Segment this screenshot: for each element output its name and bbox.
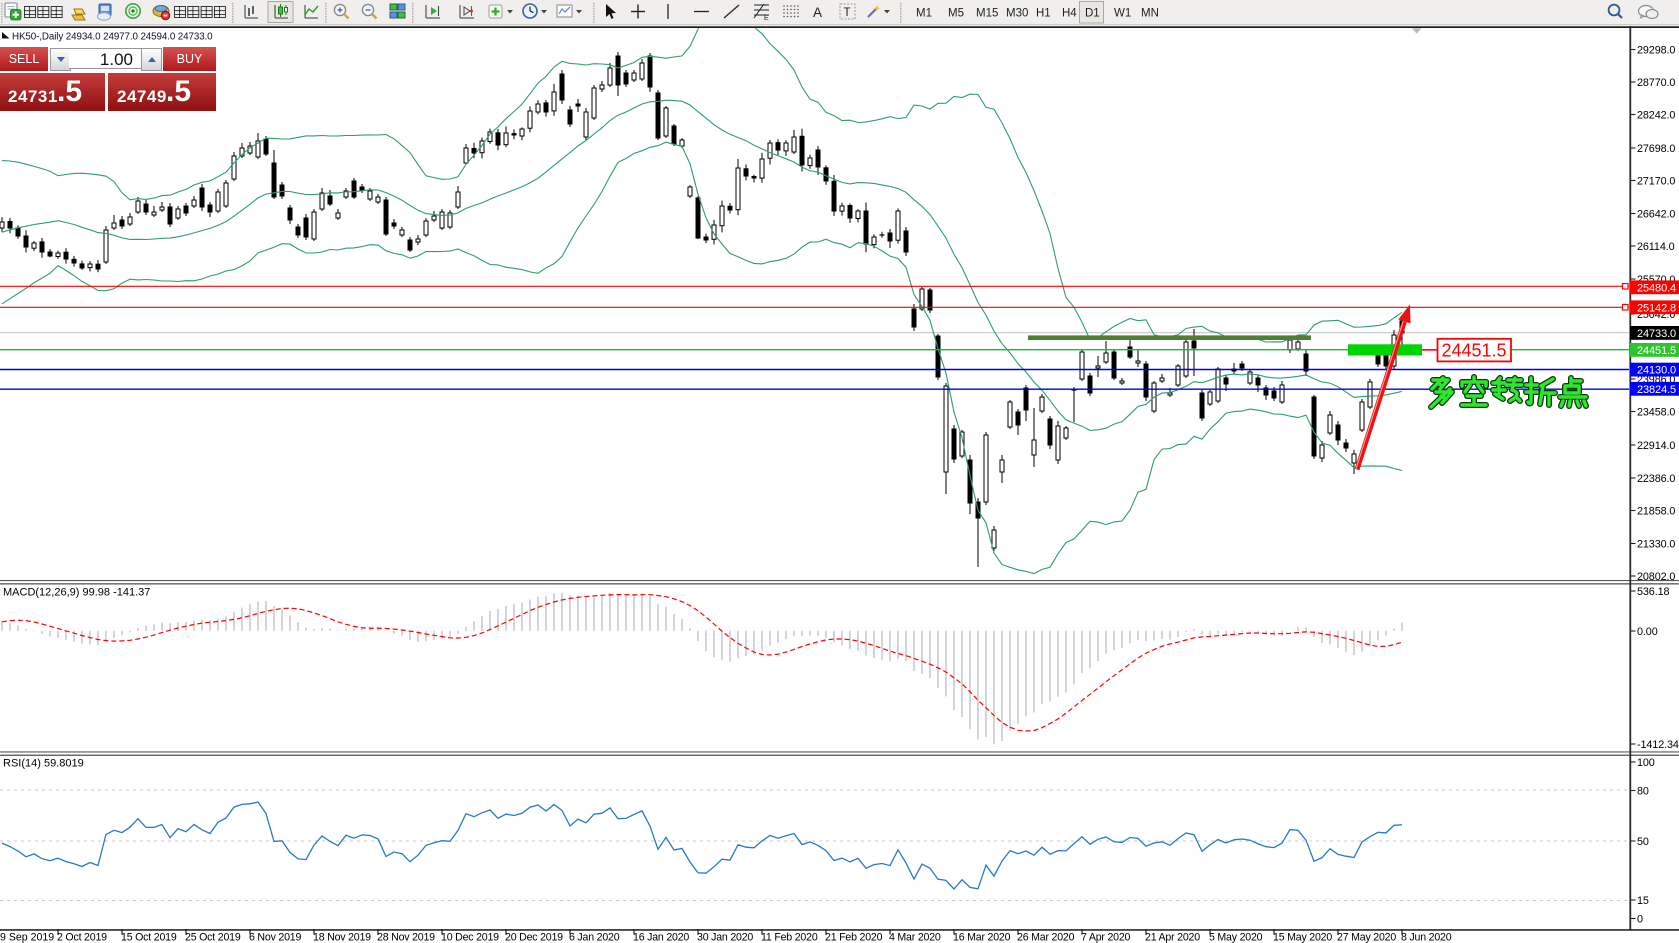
svg-text:5 May 2020: 5 May 2020 (1209, 932, 1263, 943)
svg-text:28 Nov 2019: 28 Nov 2019 (377, 932, 435, 943)
svg-text:26642.0: 26642.0 (1637, 208, 1675, 220)
svg-text:20 Dec 2019: 20 Dec 2019 (505, 932, 563, 943)
svg-text:15 Oct 2019: 15 Oct 2019 (121, 932, 177, 943)
svg-text:28770.0: 28770.0 (1637, 77, 1675, 89)
svg-text:50: 50 (1637, 836, 1649, 848)
svg-text:100: 100 (1637, 757, 1655, 769)
svg-text:21858.0: 21858.0 (1637, 505, 1675, 517)
svg-text:24451.5: 24451.5 (1637, 345, 1676, 357)
svg-text:21330.0: 21330.0 (1637, 538, 1675, 550)
svg-text:RSI(14) 59.8019: RSI(14) 59.8019 (3, 758, 84, 770)
svg-text:10 Dec 2019: 10 Dec 2019 (441, 932, 499, 943)
svg-text:24733.0: 24733.0 (1637, 328, 1676, 340)
svg-text:6 Nov 2019: 6 Nov 2019 (249, 932, 301, 943)
svg-text:A: A (813, 5, 822, 20)
svg-text:536.18: 536.18 (1637, 586, 1670, 598)
svg-text:11 Feb 2020: 11 Feb 2020 (761, 932, 818, 943)
svg-text:28242.0: 28242.0 (1637, 109, 1675, 121)
svg-text:26114.0: 26114.0 (1637, 241, 1675, 253)
svg-text:D1: D1 (1085, 8, 1100, 20)
svg-text:21 Feb 2020: 21 Feb 2020 (825, 932, 883, 943)
svg-text:H4: H4 (1062, 8, 1077, 20)
svg-text:8 Jun 2020: 8 Jun 2020 (1401, 932, 1452, 943)
svg-text:M5: M5 (948, 8, 964, 20)
svg-text:15 May 2020: 15 May 2020 (1273, 932, 1332, 943)
svg-text:26 Mar 2020: 26 Mar 2020 (1017, 932, 1075, 943)
svg-text:-1412.34: -1412.34 (1637, 739, 1679, 751)
svg-text:25480.4: 25480.4 (1637, 282, 1676, 294)
svg-text:0.00: 0.00 (1637, 626, 1658, 638)
svg-text:25 Oct 2019: 25 Oct 2019 (185, 932, 241, 943)
svg-text:16 Jan 2020: 16 Jan 2020 (633, 932, 689, 943)
svg-text:20802.0: 20802.0 (1637, 571, 1675, 583)
svg-text:29298.0: 29298.0 (1637, 44, 1675, 56)
svg-text:30 Jan 2020: 30 Jan 2020 (697, 932, 753, 943)
svg-text:16 Mar 2020: 16 Mar 2020 (953, 932, 1011, 943)
svg-text:27 May 2020: 27 May 2020 (1337, 932, 1396, 943)
svg-text:W1: W1 (1114, 8, 1131, 20)
svg-text:80: 80 (1637, 785, 1649, 797)
svg-text:7 Apr 2020: 7 Apr 2020 (1081, 932, 1131, 943)
svg-text:6 Jan 2020: 6 Jan 2020 (569, 932, 620, 943)
svg-text:MACD(12,26,9) 99.98 -141.37: MACD(12,26,9) 99.98 -141.37 (3, 587, 150, 599)
svg-text:MN: MN (1141, 8, 1159, 20)
svg-text:27170.0: 27170.0 (1637, 175, 1675, 187)
svg-text:9 Sep 2019: 9 Sep 2019 (0, 932, 54, 943)
svg-text:22914.0: 22914.0 (1637, 440, 1675, 452)
svg-text:27698.0: 27698.0 (1637, 143, 1675, 155)
svg-text:15: 15 (1637, 895, 1649, 907)
svg-text:24130.0: 24130.0 (1637, 365, 1676, 377)
svg-text:21 Apr 2020: 21 Apr 2020 (1145, 932, 1200, 943)
svg-text:H1: H1 (1036, 8, 1051, 20)
svg-text:4 Mar 2020: 4 Mar 2020 (889, 932, 941, 943)
svg-text:25142.8: 25142.8 (1637, 302, 1676, 314)
svg-text:23824.5: 23824.5 (1637, 384, 1676, 396)
svg-text:18 Nov 2019: 18 Nov 2019 (313, 932, 371, 943)
svg-text:22386.0: 22386.0 (1637, 473, 1675, 485)
svg-text:24451.5: 24451.5 (1441, 341, 1506, 361)
svg-text:HK50-,Daily 24934.0 24977.0 2: HK50-,Daily 24934.0 24977.0 24594.0 2473… (12, 32, 213, 43)
svg-text:M15: M15 (976, 8, 998, 20)
svg-text:T: T (844, 7, 851, 19)
svg-text:M30: M30 (1006, 8, 1028, 20)
svg-text:E: E (764, 15, 769, 22)
svg-text:23458.0: 23458.0 (1637, 406, 1675, 418)
svg-text:2 Oct 2019: 2 Oct 2019 (57, 932, 107, 943)
svg-text:M1: M1 (916, 8, 932, 20)
svg-text:0: 0 (1637, 913, 1643, 925)
